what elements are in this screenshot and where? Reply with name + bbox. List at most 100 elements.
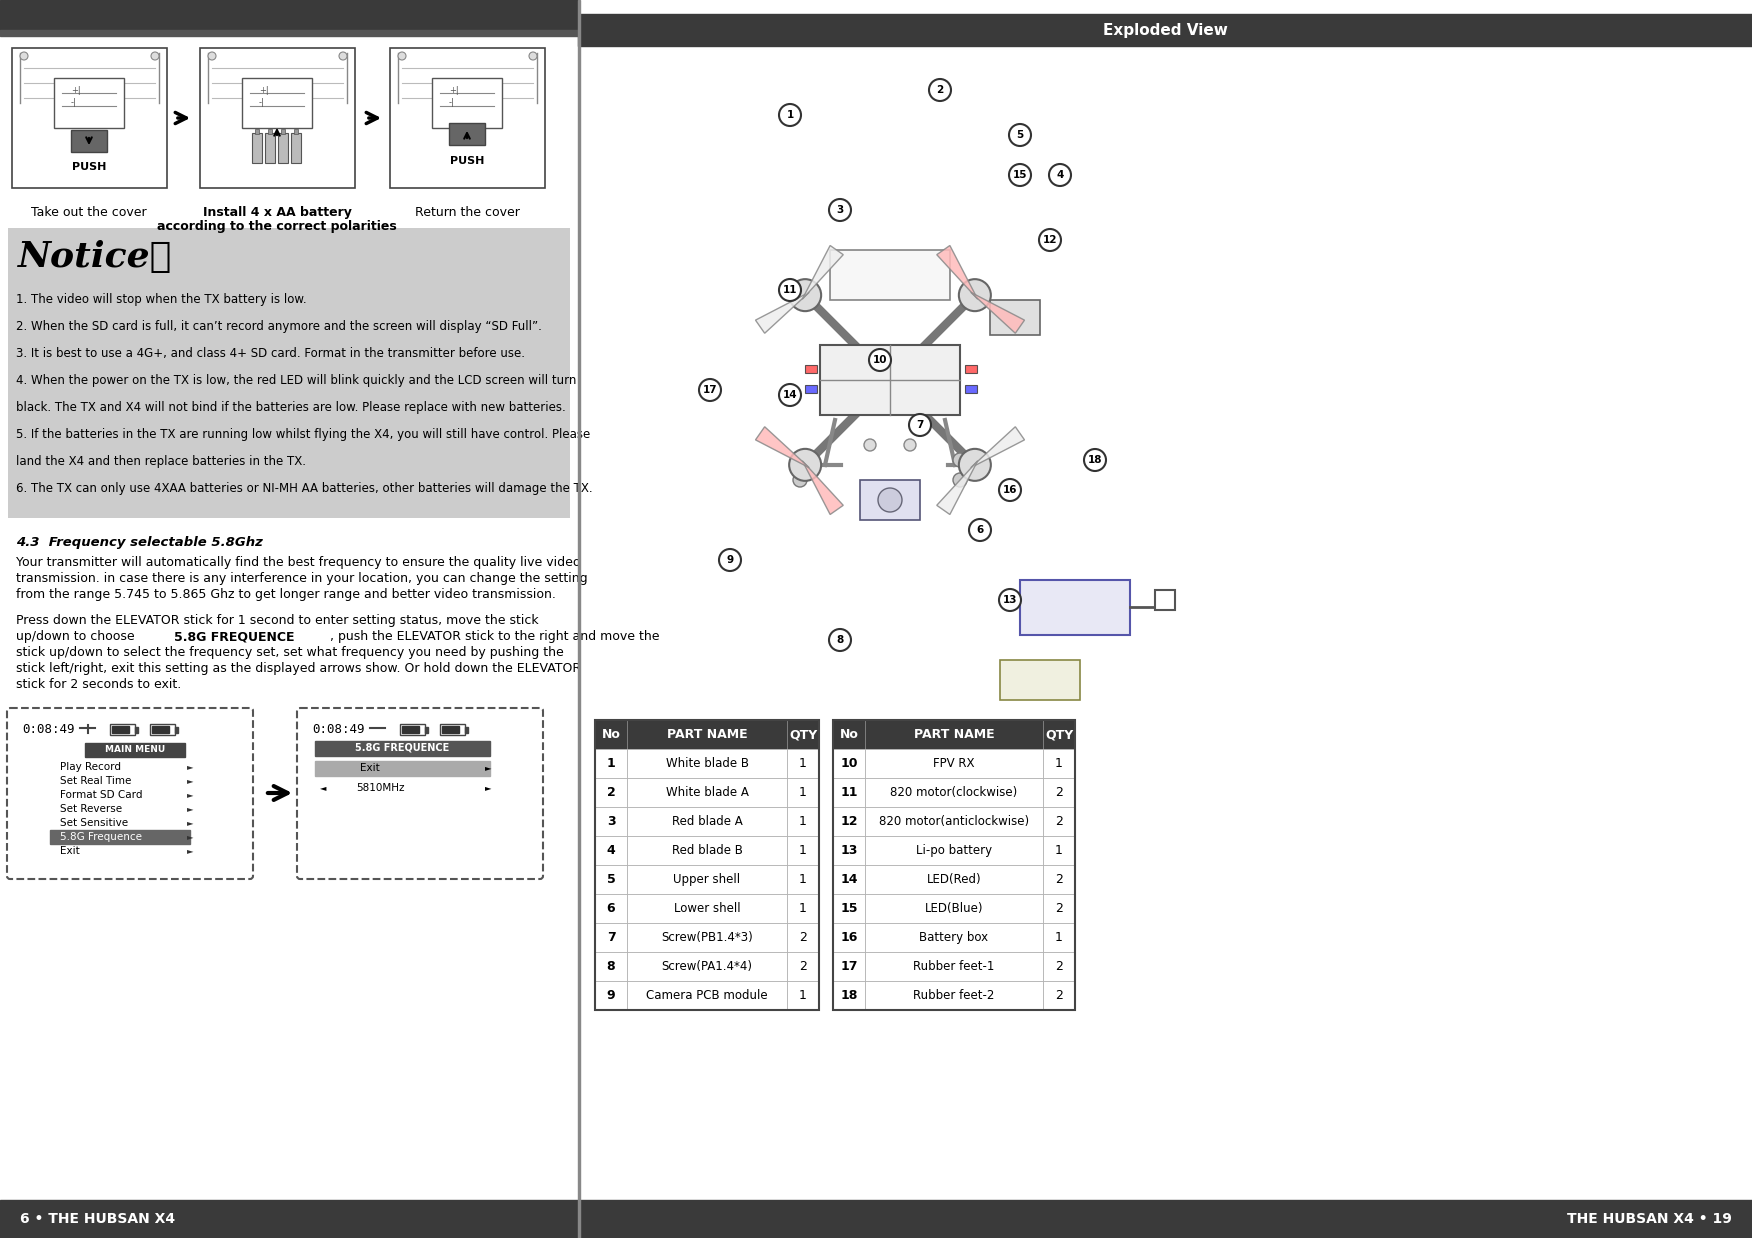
Circle shape — [929, 79, 951, 102]
Bar — [832, 721, 1076, 1010]
Text: QTY: QTY — [788, 728, 816, 742]
Text: 18: 18 — [1088, 456, 1102, 465]
Bar — [401, 725, 419, 733]
Bar — [0, 0, 578, 30]
Text: 5.8G FREQUENCE: 5.8G FREQUENCE — [356, 743, 449, 753]
Bar — [596, 836, 627, 865]
Text: 1: 1 — [799, 903, 808, 915]
Text: 10: 10 — [841, 756, 858, 770]
Text: Li-po battery: Li-po battery — [916, 844, 992, 857]
Text: Camera PCB module: Camera PCB module — [646, 989, 767, 1002]
Bar — [832, 807, 865, 836]
Text: ►: ► — [187, 818, 193, 827]
Bar — [865, 952, 1042, 980]
Bar — [627, 865, 787, 894]
Bar — [596, 924, 627, 952]
Text: PUSH: PUSH — [72, 162, 107, 172]
Bar — [578, 14, 1752, 46]
Circle shape — [869, 349, 892, 371]
Bar — [442, 725, 459, 733]
Bar — [865, 777, 1042, 807]
Text: 0:08:49: 0:08:49 — [312, 723, 364, 737]
Text: 5810MHz: 5810MHz — [356, 782, 405, 794]
Bar — [830, 250, 950, 300]
Circle shape — [780, 104, 801, 126]
Bar — [426, 727, 427, 733]
Polygon shape — [755, 427, 809, 468]
Bar — [860, 480, 920, 520]
Bar — [596, 952, 627, 980]
Text: LED(Blue): LED(Blue) — [925, 903, 983, 915]
Text: 15: 15 — [841, 903, 858, 915]
Polygon shape — [971, 292, 1025, 333]
Bar — [242, 78, 312, 128]
Bar — [1042, 980, 1076, 1010]
Text: Screw(PA1.4*4): Screw(PA1.4*4) — [662, 959, 753, 973]
Bar — [449, 123, 485, 145]
Text: 2: 2 — [1055, 903, 1063, 915]
Bar — [279, 132, 287, 163]
Bar — [596, 721, 627, 749]
Circle shape — [208, 52, 215, 59]
Text: stick up/down to select the frequency set, set what frequency you need by pushin: stick up/down to select the frequency se… — [16, 646, 564, 659]
Bar — [1042, 924, 1076, 952]
Text: Take out the cover: Take out the cover — [32, 206, 147, 219]
Bar — [291, 132, 301, 163]
Text: 7: 7 — [606, 931, 615, 945]
Text: 13: 13 — [1002, 595, 1018, 605]
Bar — [9, 228, 569, 517]
Bar — [200, 48, 356, 188]
Bar — [1000, 660, 1079, 699]
Circle shape — [953, 473, 967, 487]
Bar — [832, 980, 865, 1010]
Bar — [832, 894, 865, 924]
Text: 1: 1 — [799, 989, 808, 1002]
Text: 2: 2 — [1055, 873, 1063, 886]
Bar — [627, 721, 787, 749]
Text: Battery box: Battery box — [920, 931, 988, 945]
Circle shape — [1049, 163, 1070, 186]
Bar — [433, 78, 503, 128]
Bar — [1155, 591, 1176, 610]
Bar — [596, 894, 627, 924]
FancyBboxPatch shape — [298, 708, 543, 879]
Bar — [596, 865, 627, 894]
Bar — [627, 777, 787, 807]
Circle shape — [953, 453, 967, 467]
Text: 4. When the power on the TX is low, the red LED will blink quickly and the LCD s: 4. When the power on the TX is low, the … — [16, 374, 576, 387]
Text: 1: 1 — [606, 756, 615, 770]
Bar — [315, 742, 491, 756]
Bar — [596, 980, 627, 1010]
Bar — [627, 749, 787, 777]
Bar — [1042, 721, 1076, 749]
Circle shape — [1084, 449, 1106, 470]
Text: ◄: ◄ — [321, 784, 326, 792]
Bar — [865, 894, 1042, 924]
Text: 5: 5 — [606, 873, 615, 886]
Text: MAIN MENU: MAIN MENU — [105, 745, 165, 754]
Text: 4: 4 — [606, 844, 615, 857]
Text: 16: 16 — [1002, 485, 1018, 495]
Text: 14: 14 — [841, 873, 858, 886]
Bar — [865, 980, 1042, 1010]
Text: LED(Red): LED(Red) — [927, 873, 981, 886]
Circle shape — [1009, 163, 1030, 186]
Text: Your transmitter will automatically find the best frequency to ensure the qualit: Your transmitter will automatically find… — [16, 556, 580, 569]
Text: 1: 1 — [799, 873, 808, 886]
Bar — [832, 836, 865, 865]
Text: 2: 2 — [1055, 786, 1063, 799]
Bar — [865, 924, 1042, 952]
Text: land the X4 and then replace batteries in the TX.: land the X4 and then replace batteries i… — [16, 456, 307, 468]
Circle shape — [864, 439, 876, 451]
Text: 10: 10 — [872, 355, 887, 365]
Text: 12: 12 — [841, 815, 858, 828]
Bar — [12, 48, 166, 188]
Bar — [1042, 836, 1076, 865]
Bar — [1042, 894, 1076, 924]
Text: Set Sensitive: Set Sensitive — [60, 818, 128, 828]
Bar — [627, 952, 787, 980]
Bar — [787, 924, 818, 952]
Text: transmission. in case there is any interference in your location, you can change: transmission. in case there is any inter… — [16, 572, 587, 586]
Bar — [804, 365, 816, 373]
Text: +|: +| — [72, 85, 81, 95]
